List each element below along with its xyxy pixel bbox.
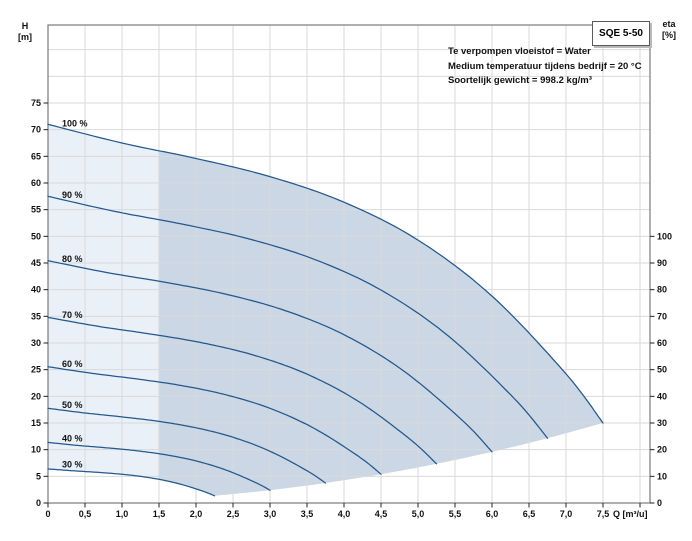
speed-curve-90 <box>47 195 549 439</box>
right-axis-title-unit: [%] <box>662 30 676 40</box>
right-axis-tick-label: 90 <box>657 258 667 268</box>
right-axis-title: eta [%] <box>652 19 686 41</box>
left-axis-title-unit: [m] <box>18 32 32 42</box>
pump-model-text: SQE 5-50 <box>599 28 643 39</box>
left-axis-tick-label: 15 <box>31 418 41 428</box>
right-axis-tick-label: 70 <box>657 311 667 321</box>
left-axis-tick-label: 55 <box>31 205 41 215</box>
right-axis-tick-label: 0 <box>657 498 662 508</box>
x-axis-tick-label: 6,0 <box>486 509 499 519</box>
left-axis-tick-label: 75 <box>31 98 41 108</box>
left-axis-tick-label: 0 <box>36 498 41 508</box>
pump-model-badge: SQE 5-50 <box>592 21 650 46</box>
left-axis-tick-label: 5 <box>36 471 41 481</box>
x-axis-tick-label: 7,5 <box>597 509 610 519</box>
right-axis-tick-label: 80 <box>657 285 667 295</box>
right-axis-tick-label: 10 <box>657 471 667 481</box>
x-axis-tick-label: 2,0 <box>190 509 203 519</box>
left-axis-tick-label: 45 <box>31 258 41 268</box>
right-axis-tick-label: 20 <box>657 445 667 455</box>
speed-curve-80 <box>47 260 493 453</box>
condition-temperature: Medium temperatuur tijdens bedrijf = 20 … <box>448 60 642 72</box>
curve-label-80: 80 % <box>62 254 83 264</box>
curve-label-50: 50 % <box>62 400 83 410</box>
left-axis-tick-label: 60 <box>31 178 41 188</box>
x-axis-tick-label: 5,0 <box>412 509 425 519</box>
speed-curve-50 <box>47 407 327 484</box>
x-axis-tick-label: 1,5 <box>153 509 166 519</box>
left-axis-title: H [m] <box>8 21 42 43</box>
left-axis-tick-label: 40 <box>31 285 41 295</box>
x-axis-unit-label: Q [m³/u] <box>613 509 648 519</box>
curve-label-60: 60 % <box>62 359 83 369</box>
condition-density: Soortelijk gewicht = 998.2 kg/m³ <box>448 75 592 86</box>
left-axis-tick-label: 50 <box>31 231 41 241</box>
right-axis-tick-label: 50 <box>657 365 667 375</box>
speed-curve-100 <box>47 123 604 424</box>
curve-label-90: 90 % <box>62 190 83 200</box>
curve-label-30: 30 % <box>62 459 83 469</box>
left-axis-tick-label: 65 <box>31 151 41 161</box>
left-axis-tick-label: 35 <box>31 311 41 321</box>
x-axis-tick-label: 3,0 <box>264 509 277 519</box>
left-axis-tick-label: 10 <box>31 445 41 455</box>
curve-label-100: 100 % <box>62 119 88 129</box>
right-axis-title-symbol: eta <box>662 19 676 29</box>
speed-curve-60 <box>47 366 382 475</box>
x-axis-tick-label: 5,5 <box>449 509 462 519</box>
x-axis-tick-label: 4,5 <box>375 509 388 519</box>
left-axis-tick-label: 30 <box>31 338 41 348</box>
left-axis-tick-label: 70 <box>31 125 41 135</box>
x-axis-tick-label: 0 <box>45 509 50 519</box>
x-axis-tick-label: 7,0 <box>560 509 573 519</box>
condition-fluid: Te verpompen vloeistof = Water <box>448 46 591 57</box>
right-axis-tick-label: 40 <box>657 391 667 401</box>
left-axis-tick-label: 25 <box>31 365 41 375</box>
right-axis-tick-label: 60 <box>657 338 667 348</box>
speed-curve-30 <box>47 468 216 497</box>
x-axis-tick-label: 0,5 <box>79 509 92 519</box>
right-axis-tick-label: 100 <box>657 231 672 241</box>
x-axis-tick-label: 6,5 <box>523 509 536 519</box>
x-axis-tick-label: 2,5 <box>227 509 240 519</box>
speed-curve-40 <box>47 441 271 491</box>
x-axis-tick-label: 1,0 <box>116 509 129 519</box>
x-axis-tick-label: 3,5 <box>301 509 314 519</box>
curve-label-70: 70 % <box>62 310 83 320</box>
left-axis-tick-label: 20 <box>31 391 41 401</box>
operating-conditions-text: Te verpompen vloeistof = Water Medium te… <box>448 45 642 89</box>
right-axis-tick-label: 30 <box>657 418 667 428</box>
curve-label-40: 40 % <box>62 434 83 444</box>
operating-region-light <box>48 124 159 480</box>
plot-frame <box>47 24 651 504</box>
left-axis-title-symbol: H <box>21 21 29 31</box>
x-axis-tick-label: 4,0 <box>338 509 351 519</box>
speed-curve-70 <box>47 316 438 465</box>
